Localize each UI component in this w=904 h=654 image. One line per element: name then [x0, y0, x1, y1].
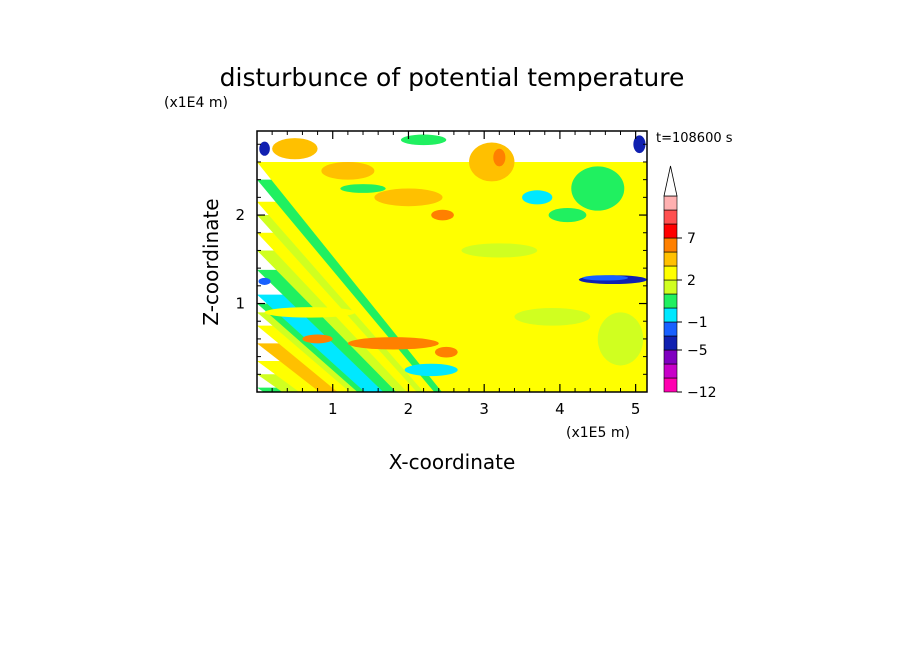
x-tick-label: 2 — [404, 400, 414, 418]
contour-patch-7 — [571, 166, 625, 211]
colorbar-label: −1 — [687, 315, 708, 331]
contour-patch-6 — [548, 207, 587, 223]
contour-patch-23 — [400, 134, 447, 146]
contour-band-15 — [257, 161, 647, 392]
colorbar-label: 7 — [687, 231, 696, 247]
x-axis-label: X-coordinate — [389, 450, 516, 474]
colorbar-swatch — [663, 251, 678, 267]
y-tick-label: 1 — [235, 295, 245, 313]
contour-patch-3 — [431, 209, 454, 221]
colorbar-swatch — [663, 349, 678, 365]
contour-patch-15 — [302, 334, 333, 344]
contour-field — [257, 134, 647, 392]
x-tick-label: 5 — [631, 400, 641, 418]
colorbar: −12−5−127 — [663, 165, 717, 401]
colorbar-swatch — [663, 363, 678, 379]
colorbar-label: −12 — [687, 385, 717, 401]
x-axis-ticks: 1 2 3 4 5 — [271, 131, 641, 418]
contour-patch-16 — [434, 346, 458, 358]
colorbar-swatch — [663, 279, 678, 295]
x-tick-label: 1 — [328, 400, 338, 418]
colorbar-swatch — [663, 377, 678, 393]
contour-patch-8 — [522, 190, 553, 205]
colorbar-swatch — [663, 209, 678, 225]
time-label: t=108600 s — [656, 131, 733, 146]
contour-patch-18 — [461, 243, 538, 258]
y-axis-label: Z-coordinate — [199, 198, 223, 325]
x-tick-label: 3 — [479, 400, 489, 418]
colorbar-label: −5 — [687, 343, 708, 359]
plot-frame — [256, 130, 648, 393]
contour-patch-17 — [404, 363, 458, 377]
x-unit-label: (x1E5 m) — [566, 425, 630, 441]
contour-band-3 — [257, 361, 647, 392]
colorbar-swatch — [663, 321, 678, 337]
y-unit-label: (x1E4 m) — [164, 95, 228, 111]
contour-patch-9 — [259, 141, 270, 156]
contour-patch-19 — [264, 307, 356, 318]
contour-patch-4 — [469, 142, 515, 182]
y-tick-label: 2 — [235, 206, 245, 224]
colorbar-swatch — [663, 237, 678, 253]
contour-patch-12 — [582, 275, 629, 281]
contour-patch-10 — [633, 135, 646, 154]
contour-patch-5 — [493, 148, 506, 167]
colorbar-label: 2 — [687, 273, 696, 289]
colorbar-swatch — [663, 335, 678, 351]
colorbar-swatch — [663, 293, 678, 309]
colorbar-extend-arrow — [663, 165, 678, 197]
contour-patch-20 — [514, 307, 591, 326]
colorbar-swatch — [663, 307, 678, 323]
contour-patch-1 — [321, 161, 375, 180]
contour-patch-21 — [597, 312, 644, 366]
contour-patch-0 — [272, 138, 318, 160]
contour-patch-14 — [347, 337, 439, 350]
chart-title: disturbunce of potential temperature — [220, 63, 685, 92]
colorbar-swatch — [663, 265, 678, 281]
y-axis-ticks: 12 — [235, 143, 647, 375]
contour-patch-22 — [340, 184, 386, 193]
colorbar-swatch — [663, 223, 678, 239]
contour-patch-13 — [258, 277, 271, 285]
contour-band-2 — [257, 374, 647, 392]
colorbar-swatch — [663, 195, 678, 211]
contour-patch-2 — [374, 188, 443, 207]
x-tick-label: 4 — [555, 400, 565, 418]
